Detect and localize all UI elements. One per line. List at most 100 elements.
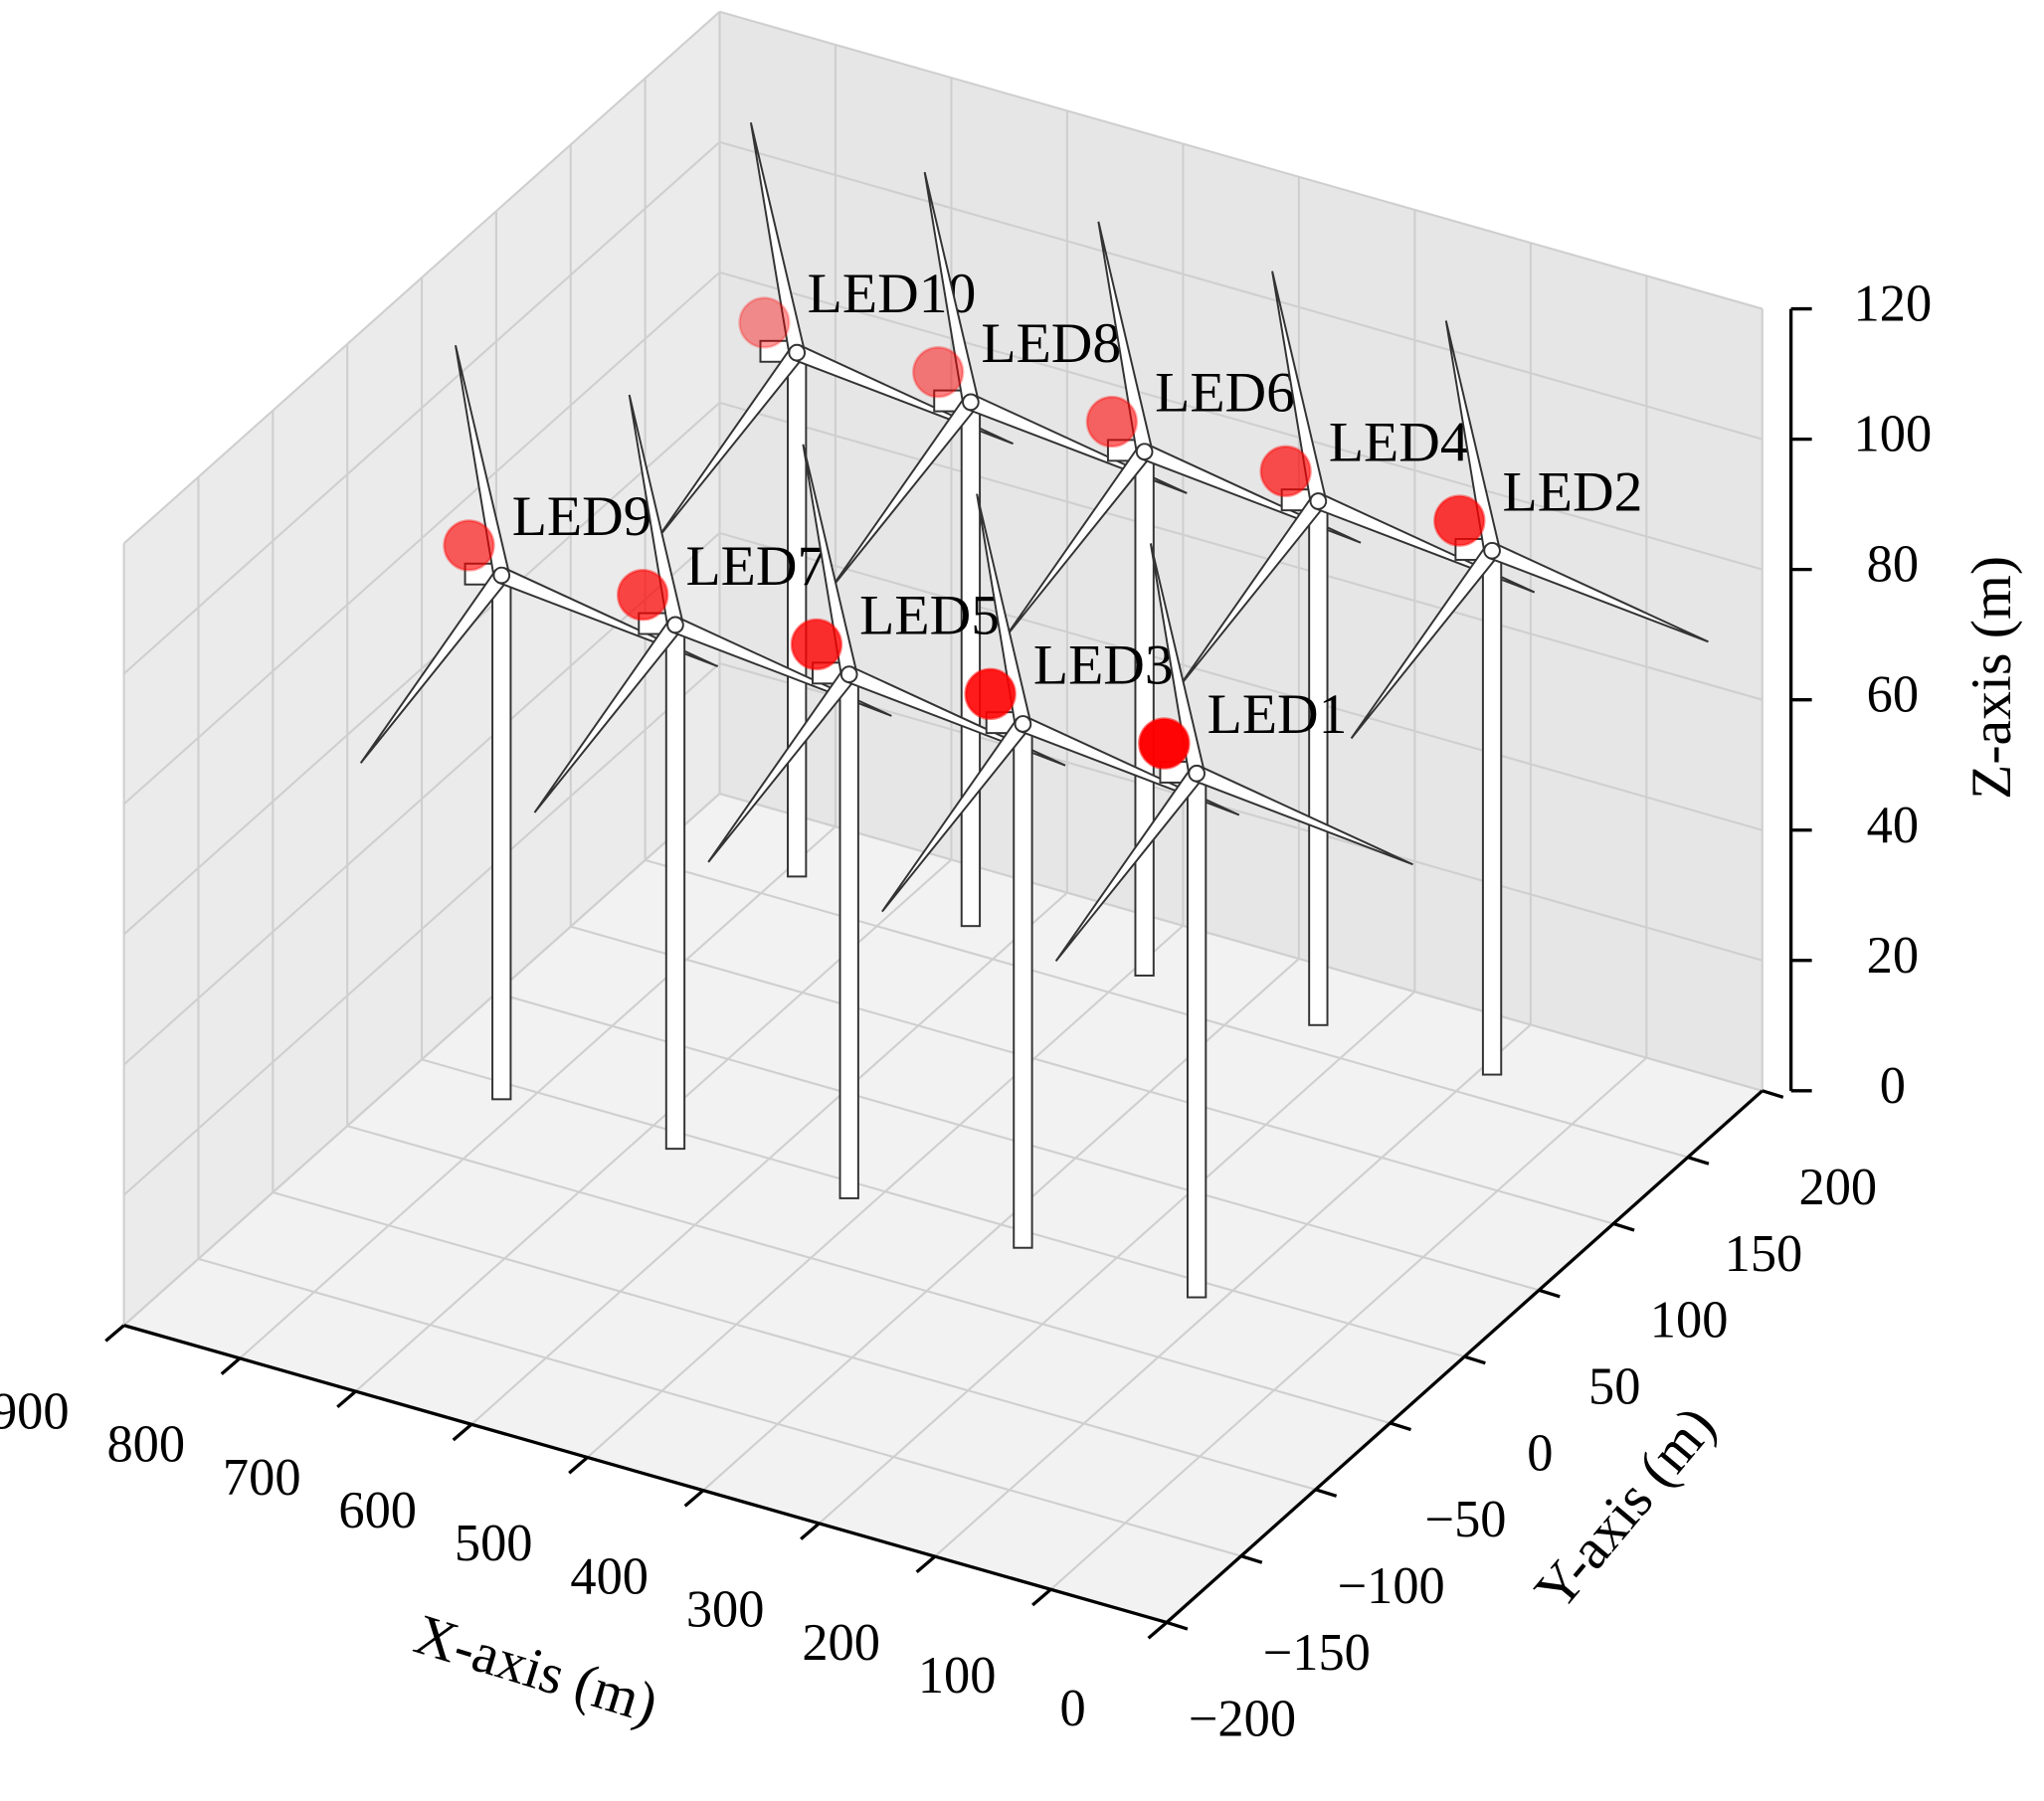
x-axis-line xyxy=(123,1324,1168,1625)
z-tick-label: 0 xyxy=(1880,1057,1906,1115)
wind-turbine xyxy=(1054,543,1413,1299)
tower xyxy=(1308,500,1329,1026)
tower xyxy=(787,351,808,878)
x-axis-title: X-axis (m) xyxy=(408,1603,665,1736)
y-tick xyxy=(1390,1421,1411,1432)
grid-line xyxy=(570,925,1614,1225)
z-tick-label: 40 xyxy=(1867,797,1919,854)
led-label: LED1 xyxy=(1208,683,1348,746)
x-tick-label: 0 xyxy=(1060,1680,1086,1737)
grid-line xyxy=(421,1058,1465,1358)
x-tick xyxy=(683,1489,705,1508)
tower xyxy=(664,624,686,1151)
x-tick xyxy=(800,1522,821,1540)
x-tick xyxy=(568,1456,589,1475)
hub xyxy=(1188,764,1206,783)
y-tick-label: 50 xyxy=(1588,1358,1640,1416)
grid-line xyxy=(719,661,1764,962)
y-tick xyxy=(1612,1221,1635,1232)
y-axis-line xyxy=(1165,1089,1764,1624)
y-tick xyxy=(1463,1354,1486,1365)
grid-line xyxy=(122,141,721,675)
tower xyxy=(491,574,512,1101)
y-tick xyxy=(1315,1488,1338,1498)
tower xyxy=(960,401,982,928)
marks: LED10LED8LED6LED9LED4LED7LED2LED5LED3LED… xyxy=(359,122,1709,1299)
z-tick-label: 20 xyxy=(1867,927,1919,985)
z-tick-label: 100 xyxy=(1854,406,1933,463)
y-tick-label: −50 xyxy=(1425,1491,1507,1548)
hub xyxy=(1135,443,1154,461)
led-point xyxy=(1259,445,1312,498)
wind-turbine xyxy=(1350,320,1709,1076)
x-tick-label: 600 xyxy=(338,1482,417,1539)
led-point xyxy=(1138,717,1191,770)
x-tick-label: 100 xyxy=(918,1647,997,1705)
wind-turbine xyxy=(654,122,1014,878)
led-point xyxy=(1433,494,1486,547)
grid-line xyxy=(719,10,1764,310)
grid-line xyxy=(719,140,1764,441)
grid-line xyxy=(645,858,1689,1159)
led-label: LED4 xyxy=(1329,411,1469,473)
grid-line xyxy=(719,270,1764,571)
x-tick-label: 500 xyxy=(455,1515,533,1572)
grid-line xyxy=(122,402,721,936)
tower xyxy=(838,673,859,1199)
x-tick xyxy=(915,1554,937,1574)
x-tick xyxy=(452,1423,473,1442)
grid-line xyxy=(122,793,721,1327)
hub xyxy=(1309,492,1328,510)
grid-line xyxy=(273,1191,1316,1491)
led-point xyxy=(616,568,669,622)
led-label: LED8 xyxy=(981,312,1121,375)
led-label: LED9 xyxy=(512,485,652,548)
y-tick xyxy=(1166,1620,1189,1631)
y-tick xyxy=(1538,1288,1561,1299)
hub xyxy=(492,566,511,585)
z-tick-label: 120 xyxy=(1854,275,1933,333)
grid-line xyxy=(719,401,1764,701)
x-tick xyxy=(1147,1621,1169,1640)
x-tick-label: 400 xyxy=(570,1547,649,1605)
z-tick-label: 80 xyxy=(1867,536,1919,594)
y-tick xyxy=(1240,1554,1263,1564)
hub xyxy=(788,343,807,362)
hub xyxy=(962,393,980,412)
y-tick-label: 150 xyxy=(1725,1225,1803,1283)
grid-line xyxy=(122,11,721,545)
hub xyxy=(666,616,684,634)
led-point xyxy=(964,667,1017,721)
z-axis-title: Z-axis (m) xyxy=(1960,556,2023,800)
grid-line xyxy=(198,1257,1242,1557)
x-tick-label: 900 xyxy=(0,1382,70,1440)
x-tick-label: 700 xyxy=(223,1449,301,1507)
led-label: LED5 xyxy=(859,585,1000,647)
led-label: LED6 xyxy=(1155,362,1295,425)
y-tick xyxy=(1687,1156,1710,1166)
tower xyxy=(1013,722,1033,1249)
grid-line xyxy=(122,271,721,806)
x-tick-label: 200 xyxy=(802,1614,880,1672)
axes: 0100200300400500600700800900−200−150−100… xyxy=(0,275,1932,1748)
z-tick-label: 60 xyxy=(1867,666,1919,724)
x-tick xyxy=(104,1324,125,1343)
hub xyxy=(1483,541,1501,560)
tower xyxy=(1481,549,1503,1076)
led-label: LED3 xyxy=(1033,633,1174,696)
led-point xyxy=(443,519,495,572)
led-point xyxy=(911,346,965,399)
y-tick-label: 0 xyxy=(1527,1424,1553,1482)
grid-line xyxy=(719,793,1764,1092)
led-label: LED7 xyxy=(685,535,826,598)
y-tick xyxy=(1762,1089,1784,1099)
y-tick-label: −100 xyxy=(1338,1557,1445,1615)
x-tick-label: 800 xyxy=(106,1416,185,1474)
y-tick-label: −200 xyxy=(1189,1691,1296,1748)
y-axis-title: Y-axis (m) xyxy=(1523,1395,1728,1622)
led-label: LED2 xyxy=(1503,460,1643,523)
y-tick-label: −150 xyxy=(1263,1624,1371,1682)
x-tick xyxy=(1031,1588,1052,1607)
wind-turbine xyxy=(533,394,892,1151)
